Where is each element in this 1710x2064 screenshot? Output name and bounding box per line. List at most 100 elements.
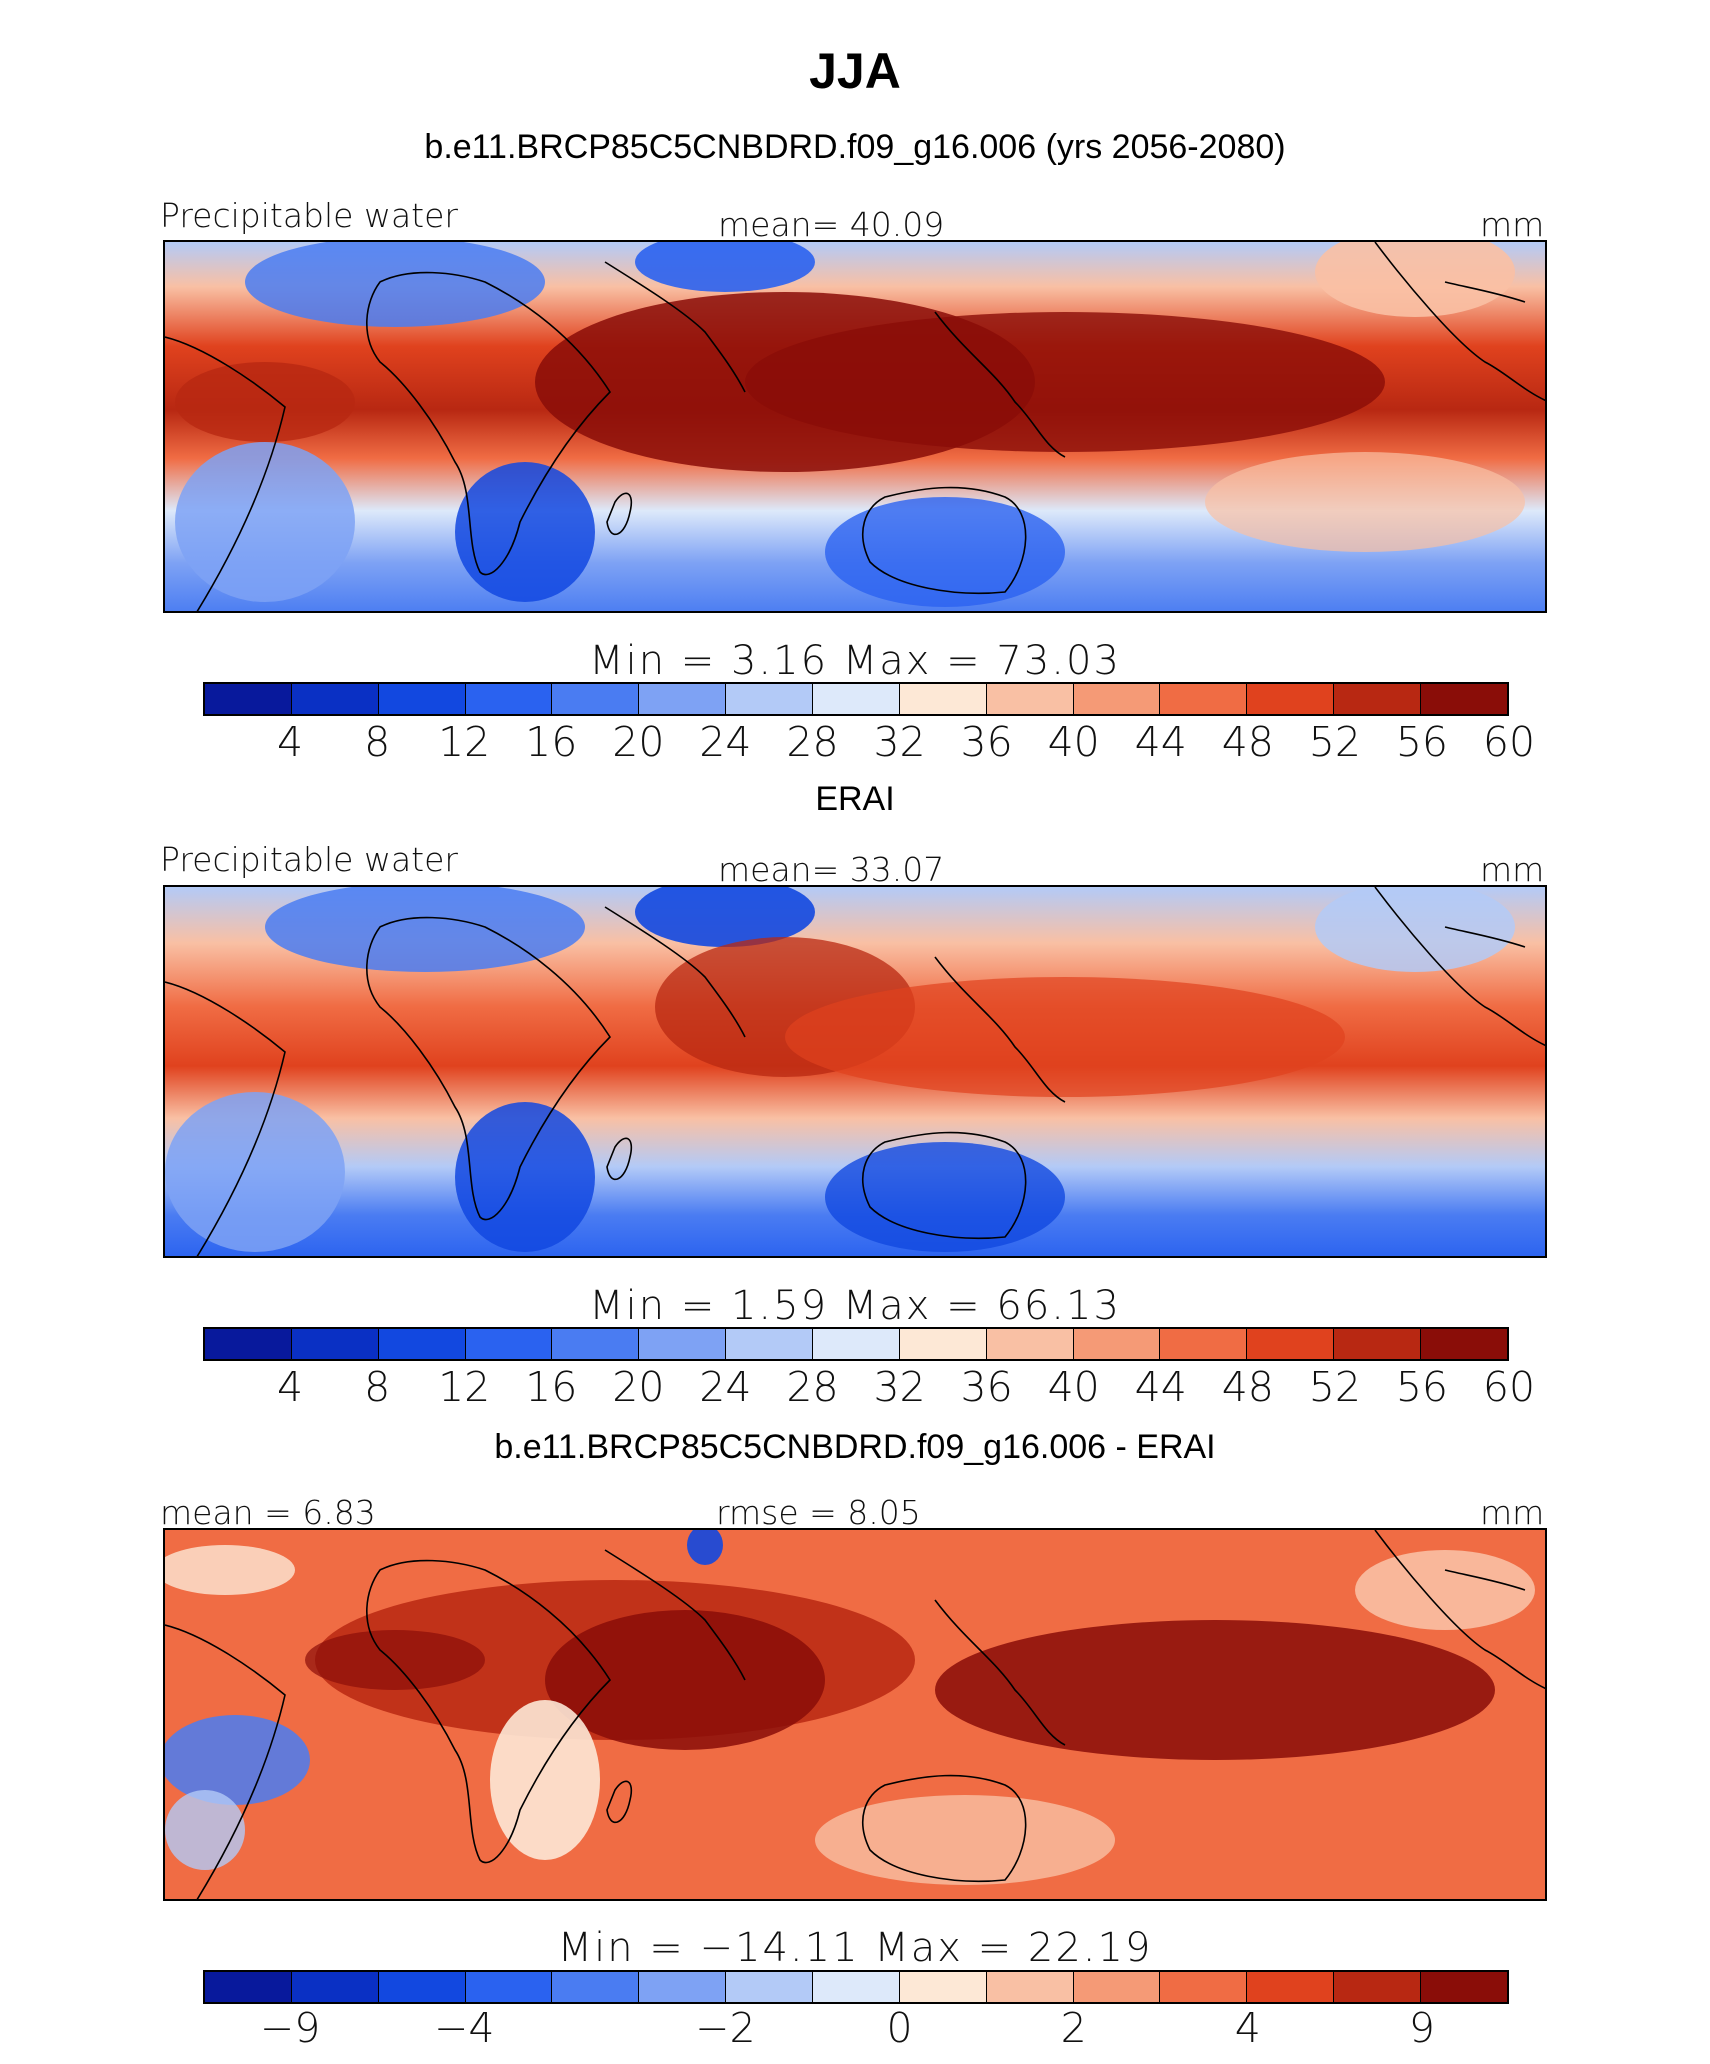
figure-title: JJA — [809, 43, 901, 99]
colorbar-cell — [986, 1329, 1074, 1359]
panel-2-colorbar — [203, 1327, 1509, 1361]
colorbar-cell — [465, 1972, 553, 2002]
panel-1-map — [163, 240, 1547, 613]
colorbar-tick-label: 4 — [277, 1363, 304, 1411]
colorbar-tick-label: 9 — [1408, 2004, 1435, 2052]
colorbar-cell — [291, 1329, 379, 1359]
colorbar-cell — [1421, 1329, 1507, 1359]
colorbar-cell — [899, 1972, 987, 2002]
colorbar-cell — [1421, 684, 1507, 714]
panel-2-min-max: Min = 1.59 Max = 66.13 — [589, 1283, 1121, 1329]
panel-2-title: ERAI — [815, 780, 895, 818]
colorbar-cell — [291, 1972, 379, 2002]
colorbar-cell — [1073, 1972, 1161, 2002]
colorbar-cell — [813, 684, 900, 714]
colorbar-cell — [1160, 684, 1248, 714]
panel-1-mean-label: mean= 40.09 — [718, 205, 945, 244]
colorbar-tick-label: 48 — [1221, 718, 1274, 766]
colorbar-tick-label: 44 — [1134, 718, 1187, 766]
colorbar-cell — [1247, 684, 1335, 714]
colorbar-tick-label: 32 — [873, 1363, 926, 1411]
panel-3-title: b.e11.BRCP85C5CNBDRD.f09_g16.006 - ERAI — [494, 1428, 1216, 1466]
panel-3-units-label: mm — [1480, 1493, 1545, 1532]
colorbar-tick-label: 24 — [699, 718, 752, 766]
colorbar-cell — [813, 1329, 900, 1359]
panel-3-rmse-label: rmse = 8.05 — [716, 1493, 921, 1532]
colorbar-cell — [1160, 1329, 1248, 1359]
panel-1-min-max: Min = 3.16 Max = 73.03 — [589, 638, 1121, 684]
colorbar-cell — [639, 1329, 727, 1359]
colorbar-tick-label: 20 — [612, 718, 665, 766]
panel-3-colorbar-ticks: −9 −4 −2 0 2 4 9 — [203, 2004, 1509, 2054]
colorbar-cell — [986, 1972, 1074, 2002]
colorbar-tick-label: 12 — [438, 1363, 491, 1411]
colorbar-tick-label: 40 — [1047, 1363, 1100, 1411]
panel-1-colorbar — [203, 682, 1509, 716]
panel-1-colorbar-ticks: 4 8 12 16 20 24 28 32 36 40 44 48 52 56 60 — [203, 718, 1535, 768]
colorbar-cell — [205, 684, 292, 714]
panel-3-min-max: Min = −14.11 Max = 22.19 — [557, 1925, 1153, 1971]
colorbar-cell — [1334, 1972, 1422, 2002]
panel-3-mean-label: mean = 6.83 — [160, 1493, 376, 1532]
colorbar-tick-label: 8 — [364, 718, 391, 766]
colorbar-tick-label: 2 — [1060, 2004, 1087, 2052]
colorbar-cell — [1247, 1972, 1335, 2002]
colorbar-cell — [552, 684, 640, 714]
colorbar-tick-label: 60 — [1482, 718, 1536, 766]
colorbar-cell — [291, 684, 379, 714]
colorbar-cell — [205, 1972, 292, 2002]
colorbar-cell — [1334, 684, 1422, 714]
colorbar-tick-label: 0 — [886, 2004, 913, 2052]
colorbar-tick-label: 16 — [525, 1363, 578, 1411]
colorbar-cell — [1073, 1329, 1161, 1359]
panel-2-units-label: mm — [1480, 850, 1545, 889]
colorbar-cell — [899, 684, 987, 714]
colorbar-tick-label: 28 — [786, 1363, 839, 1411]
colorbar-tick-label: −9 — [259, 2004, 321, 2052]
colorbar-cell — [205, 1329, 292, 1359]
colorbar-tick-label: 20 — [612, 1363, 665, 1411]
colorbar-tick-label: 48 — [1221, 1363, 1274, 1411]
colorbar-cell — [1073, 684, 1161, 714]
colorbar-cell — [552, 1329, 640, 1359]
colorbar-cell — [1421, 1972, 1507, 2002]
colorbar-tick-label: 40 — [1047, 718, 1100, 766]
panel-2-colorbar-ticks: 4 8 12 16 20 24 28 32 36 40 44 48 52 56 60 — [203, 1363, 1535, 1413]
colorbar-tick-label: 4 — [277, 718, 304, 766]
colorbar-tick-label: 8 — [364, 1363, 391, 1411]
panel-2-mean-label: mean= 33.07 — [718, 850, 945, 889]
colorbar-cell — [378, 1972, 466, 2002]
colorbar-cell — [1247, 1329, 1335, 1359]
colorbar-cell — [1334, 1329, 1422, 1359]
panel-3-colorbar — [203, 1970, 1509, 2004]
colorbar-tick-label: −4 — [433, 2004, 495, 2052]
colorbar-cell — [639, 1972, 727, 2002]
colorbar-tick-label: 52 — [1308, 1363, 1361, 1411]
colorbar-tick-label: 28 — [786, 718, 839, 766]
colorbar-cell — [465, 1329, 553, 1359]
colorbar-cell — [986, 684, 1074, 714]
colorbar-cell — [899, 1329, 987, 1359]
colorbar-tick-label: 24 — [699, 1363, 752, 1411]
panel-3-map — [163, 1528, 1547, 1901]
colorbar-cell — [378, 684, 466, 714]
colorbar-tick-label: 16 — [525, 718, 578, 766]
colorbar-tick-label: 60 — [1482, 1363, 1536, 1411]
colorbar-cell — [552, 1972, 640, 2002]
colorbar-tick-label: 32 — [873, 718, 926, 766]
panel-2-variable-label: Precipitable water — [160, 840, 458, 879]
colorbar-cell — [726, 684, 814, 714]
colorbar-cell — [726, 1972, 814, 2002]
colorbar-tick-label: 4 — [1234, 2004, 1261, 2052]
colorbar-cell — [465, 684, 553, 714]
colorbar-cell — [639, 684, 727, 714]
colorbar-tick-label: 12 — [438, 718, 491, 766]
colorbar-tick-label: 36 — [960, 1363, 1013, 1411]
panel-1-title: b.e11.BRCP85C5CNBDRD.f09_g16.006 (yrs 20… — [424, 128, 1286, 166]
panel-1-variable-label: Precipitable water — [160, 196, 458, 235]
panel-2-map — [163, 885, 1547, 1258]
colorbar-cell — [1160, 1972, 1248, 2002]
colorbar-tick-label: 56 — [1395, 1363, 1449, 1411]
colorbar-tick-label: 36 — [960, 718, 1013, 766]
panel-1-units-label: mm — [1480, 205, 1545, 244]
